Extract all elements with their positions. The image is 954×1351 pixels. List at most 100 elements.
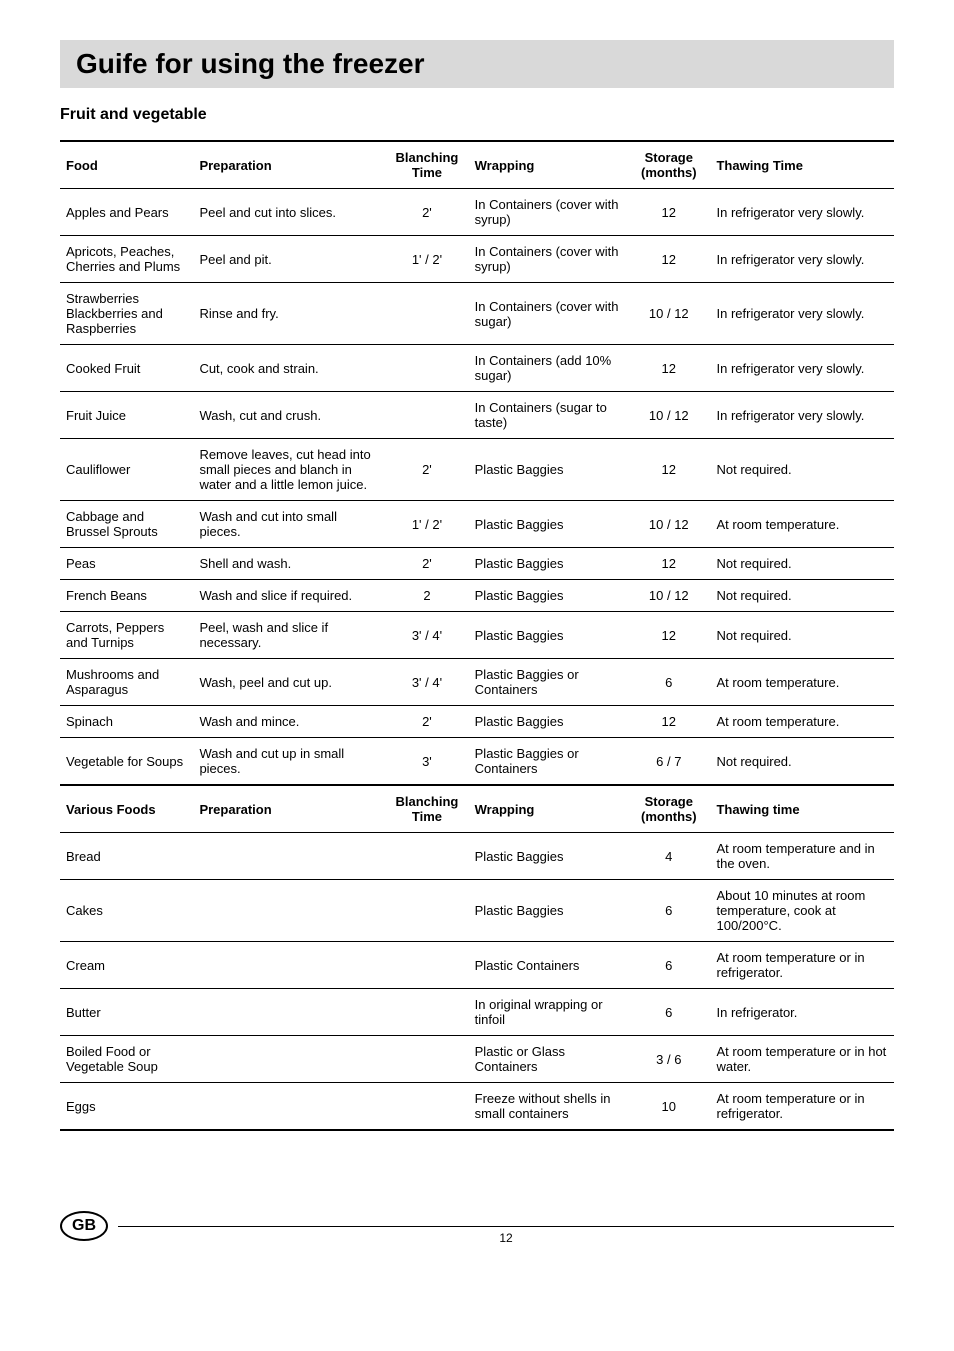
table-row: Cooked FruitCut, cook and strain.In Cont… [60,345,894,392]
cell-food: Fruit Juice [60,392,193,439]
cell-wrap: Plastic Baggies [469,880,627,942]
header-storage: Storage (months) [627,141,710,189]
cell-prep: Peel and cut into slices. [193,189,385,236]
cell-thaw: Not required. [710,612,894,659]
cell-thaw: In refrigerator very slowly. [710,283,894,345]
cell-storage: 6 [627,659,710,706]
header-food: Food [60,141,193,189]
cell-blanch [385,942,468,989]
cell-wrap: Plastic Baggies or Containers [469,659,627,706]
cell-blanch: 3' / 4' [385,659,468,706]
header-blanch: Blanching Time [385,141,468,189]
cell-prep: Wash and slice if required. [193,580,385,612]
header2-prep: Preparation [193,785,385,833]
cell-storage: 12 [627,236,710,283]
table-row: Vegetable for SoupsWash and cut up in sm… [60,738,894,786]
cell-blanch [385,880,468,942]
cell-blanch [385,989,468,1036]
cell-wrap: Plastic Baggies [469,612,627,659]
cell-prep: Shell and wash. [193,548,385,580]
cell-wrap: Freeze without shells in small container… [469,1083,627,1131]
cell-food: Spinach [60,706,193,738]
cell-storage: 12 [627,706,710,738]
cell-prep: Wash and cut into small pieces. [193,501,385,548]
cell-wrap: Plastic Baggies [469,706,627,738]
cell-food: Boiled Food or Vegetable Soup [60,1036,193,1083]
header-prep: Preparation [193,141,385,189]
cell-thaw: Not required. [710,738,894,786]
header2-thaw: Thawing time [710,785,894,833]
cell-wrap: In Containers (sugar to taste) [469,392,627,439]
table-row: Cabbage and Brussel SproutsWash and cut … [60,501,894,548]
cell-food: Mushrooms and Asparagus [60,659,193,706]
cell-wrap: In Containers (cover with syrup) [469,236,627,283]
cell-thaw: Not required. [710,580,894,612]
cell-storage: 10 / 12 [627,501,710,548]
cell-food: Peas [60,548,193,580]
cell-food: Butter [60,989,193,1036]
cell-blanch: 2' [385,439,468,501]
table-header-row: Food Preparation Blanching Time Wrapping… [60,141,894,189]
cell-blanch: 2' [385,548,468,580]
cell-blanch: 1' / 2' [385,501,468,548]
cell-thaw: In refrigerator very slowly. [710,189,894,236]
cell-prep [193,1083,385,1131]
cell-prep: Wash and mince. [193,706,385,738]
cell-prep: Wash and cut up in small pieces. [193,738,385,786]
cell-thaw: At room temperature and in the oven. [710,833,894,880]
cell-prep: Cut, cook and strain. [193,345,385,392]
cell-food: Cauliflower [60,439,193,501]
cell-wrap: In Containers (add 10% sugar) [469,345,627,392]
cell-blanch: 2' [385,706,468,738]
cell-storage: 12 [627,189,710,236]
cell-thaw: At room temperature. [710,659,894,706]
table-row: PeasShell and wash.2'Plastic Baggies12No… [60,548,894,580]
header2-wrap: Wrapping [469,785,627,833]
cell-blanch: 1' / 2' [385,236,468,283]
table-row: Mushrooms and AsparagusWash, peel and cu… [60,659,894,706]
cell-storage: 4 [627,833,710,880]
table-row: Apples and PearsPeel and cut into slices… [60,189,894,236]
cell-food: Carrots, Peppers and Turnips [60,612,193,659]
table-row: Apricots, Peaches, Cherries and PlumsPee… [60,236,894,283]
cell-thaw: At room temperature or in refrigerator. [710,1083,894,1131]
cell-food: Apricots, Peaches, Cherries and Plums [60,236,193,283]
cell-blanch [385,392,468,439]
cell-prep: Rinse and fry. [193,283,385,345]
cell-blanch: 3' [385,738,468,786]
cell-food: Bread [60,833,193,880]
table-row: CauliflowerRemove leaves, cut head into … [60,439,894,501]
cell-prep: Peel, wash and slice if necessary. [193,612,385,659]
table-row: ButterIn original wrapping or tinfoil6In… [60,989,894,1036]
cell-wrap: In Containers (cover with sugar) [469,283,627,345]
cell-prep: Remove leaves, cut head into small piece… [193,439,385,501]
cell-thaw: Not required. [710,439,894,501]
header2-storage: Storage (months) [627,785,710,833]
cell-storage: 12 [627,612,710,659]
cell-thaw: At room temperature. [710,501,894,548]
cell-food: Cream [60,942,193,989]
cell-thaw: At room temperature. [710,706,894,738]
cell-thaw: In refrigerator very slowly. [710,392,894,439]
cell-storage: 10 / 12 [627,392,710,439]
cell-food: Cakes [60,880,193,942]
cell-storage: 10 / 12 [627,580,710,612]
cell-thaw: In refrigerator very slowly. [710,236,894,283]
cell-prep [193,989,385,1036]
cell-wrap: Plastic Baggies [469,833,627,880]
title-bar: Guife for using the freezer [60,40,894,88]
cell-storage: 6 [627,989,710,1036]
cell-prep [193,833,385,880]
table-row: Strawberries Blackberries and Raspberrie… [60,283,894,345]
cell-food: Vegetable for Soups [60,738,193,786]
freezer-table: Food Preparation Blanching Time Wrapping… [60,140,894,1131]
cell-storage: 6 / 7 [627,738,710,786]
cell-wrap: Plastic Baggies [469,580,627,612]
cell-wrap: Plastic Containers [469,942,627,989]
cell-thaw: In refrigerator very slowly. [710,345,894,392]
footer-line: 12 [118,1226,894,1227]
cell-prep [193,942,385,989]
cell-food: French Beans [60,580,193,612]
cell-storage: 3 / 6 [627,1036,710,1083]
cell-thaw: At room temperature or in refrigerator. [710,942,894,989]
